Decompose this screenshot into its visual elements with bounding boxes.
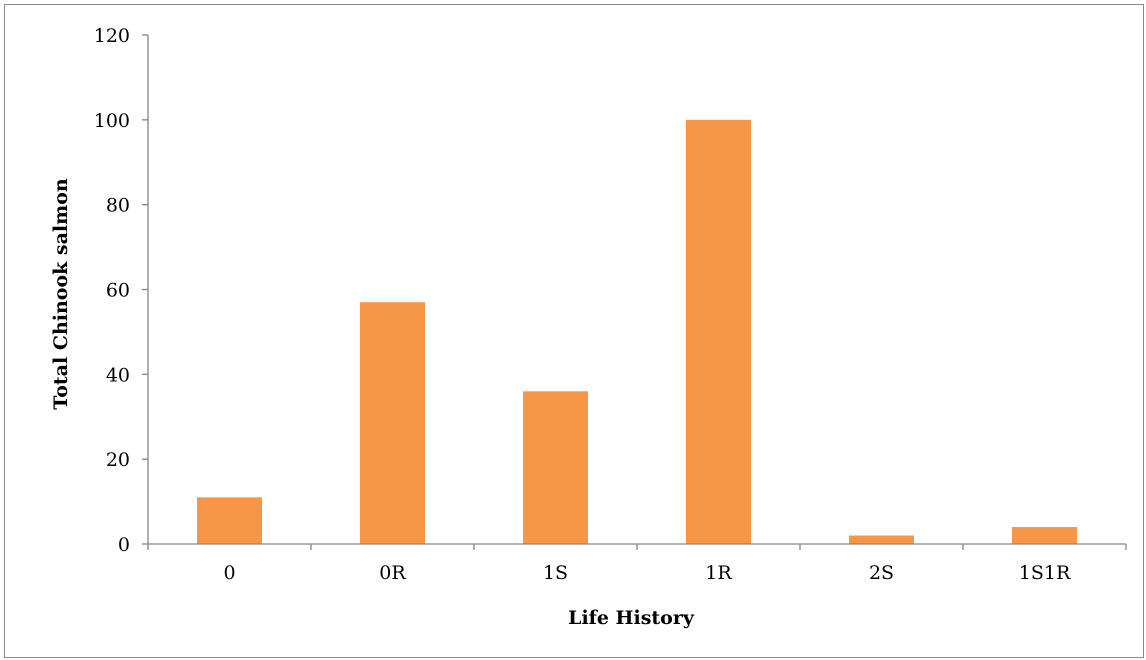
bar-0 [197, 497, 262, 544]
x-tick-label: 0 [223, 562, 235, 584]
y-tick-label: 80 [106, 195, 130, 217]
axes-layer [147, 35, 1126, 545]
y-tick-label: 60 [106, 280, 130, 302]
y-tick-label: 120 [94, 25, 130, 47]
bar-1R [686, 119, 751, 544]
x-tick-label: 2S [869, 562, 894, 584]
bar-2S [849, 535, 914, 544]
y-tick-label: 40 [106, 364, 130, 386]
bar-0R [360, 302, 425, 544]
x-tick-label: 1S1R [1019, 562, 1071, 584]
x-axis-title: Life History [568, 607, 695, 629]
y-axis-title: Total Chinook salmon [50, 178, 72, 410]
chart-frame: 0 20 40 60 80 100 120 0 0R 1S 1R 2S 1S1R Life Histo… [4, 4, 1144, 658]
y-ticks: 0 20 40 60 80 100 120 [94, 25, 148, 556]
y-tick-label: 0 [118, 534, 130, 556]
bar-1S [523, 391, 588, 544]
bars-layer [197, 119, 1077, 544]
x-tick-label: 1S [543, 562, 568, 584]
x-ticks: 0 0R 1S 1R 2S 1S1R [147, 544, 1127, 584]
y-tick-label: 100 [94, 110, 130, 132]
bar-1S1R [1012, 527, 1077, 544]
x-tick-label: 1R [705, 562, 732, 584]
y-tick-label: 20 [106, 449, 130, 471]
x-tick-label: 0R [379, 562, 406, 584]
